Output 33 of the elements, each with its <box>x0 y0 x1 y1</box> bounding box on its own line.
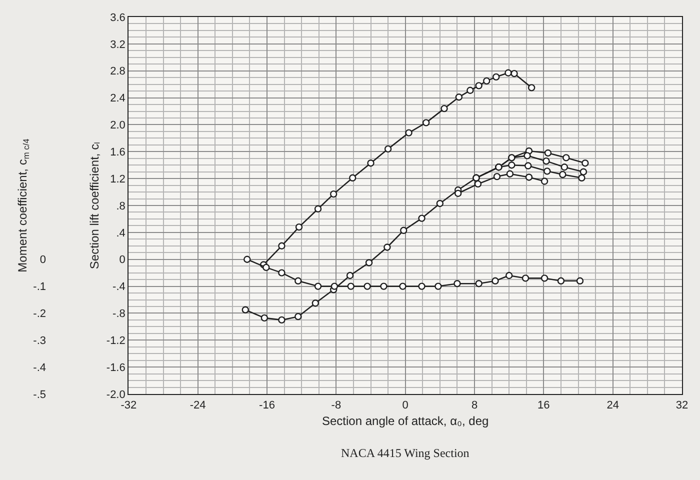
y-tick-label: 2.8 <box>110 66 126 78</box>
y-tick-label: -1.6 <box>106 362 126 374</box>
y-tick-label: 2.4 <box>110 92 126 105</box>
y-tick-label: -1.2 <box>106 334 126 347</box>
y2-tick-label: 0 <box>40 254 46 266</box>
x-axis-title: Section angle of attack, α₀, deg <box>322 414 489 428</box>
x-tick-label: -32 <box>120 399 137 412</box>
y-tick-label: -.8 <box>112 308 126 320</box>
x-tick-label: 8 <box>471 399 478 412</box>
x-tick-label: 16 <box>538 399 550 412</box>
y2-tick-label: -.5 <box>33 388 46 401</box>
x-tick-label: 24 <box>606 399 619 412</box>
y-axis-title: Section lift coefficient, cₗ <box>88 142 102 270</box>
y-tick-label: 2.0 <box>110 120 126 132</box>
y2-tick-label: -.1 <box>33 281 46 294</box>
y-tick-label: .8 <box>116 200 126 212</box>
y-tick-label: -2.0 <box>106 388 126 401</box>
y-tick-label: 0 <box>119 254 126 266</box>
x-tick-label: 0 <box>402 399 408 412</box>
y-tick-label: -.4 <box>112 281 126 294</box>
x-tick-label: -24 <box>190 399 206 412</box>
y2-tick-label: -.4 <box>33 362 46 374</box>
text: NACA 4415 Wing Section <box>341 446 470 460</box>
y2-tick-label: -.3 <box>33 334 46 347</box>
y-tick-label: 3.2 <box>110 38 126 51</box>
x-tick-label: -8 <box>331 399 342 412</box>
y-tick-label: 1.2 <box>110 173 126 186</box>
y-tick-label: 1.6 <box>110 146 126 158</box>
y2-tick-label: -.2 <box>33 308 46 320</box>
y-tick-label: .4 <box>116 227 126 240</box>
y-tick-label: 3.6 <box>110 12 126 24</box>
x-tick-label: 32 <box>676 399 688 412</box>
x-tick-label: -16 <box>259 399 275 412</box>
